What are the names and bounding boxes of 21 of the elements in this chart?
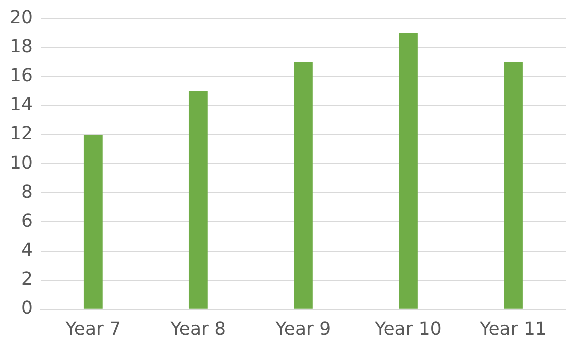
bar	[504, 62, 523, 309]
bar	[294, 62, 313, 309]
y-tick-label: 4	[21, 240, 33, 261]
y-tick-label: 14	[10, 94, 33, 116]
y-tick-label: 20	[10, 7, 33, 28]
y-tick-label: 18	[10, 36, 33, 58]
y-tick-label: 2	[21, 269, 33, 290]
y-tick-label: 10	[10, 152, 33, 174]
y-tick-label: 8	[21, 182, 33, 203]
bar	[84, 135, 103, 309]
y-tick-label: 6	[21, 210, 33, 232]
x-tick-label: Year 8	[170, 318, 226, 340]
bar	[188, 91, 208, 309]
x-tick-label: Year 11	[479, 318, 547, 340]
bar	[399, 33, 418, 309]
y-tick-label: 12	[10, 124, 33, 145]
y-tick-label: 16	[10, 66, 33, 87]
x-tick-label: Year 10	[374, 318, 442, 340]
x-tick-label: Year 9	[274, 318, 332, 340]
x-tick-label: Year 7	[64, 318, 122, 340]
y-tick-label: 0	[21, 298, 33, 320]
